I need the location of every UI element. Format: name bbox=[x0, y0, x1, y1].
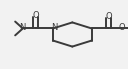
Text: O: O bbox=[106, 12, 112, 21]
Text: O: O bbox=[32, 11, 39, 20]
Text: N: N bbox=[19, 23, 25, 32]
Text: O: O bbox=[119, 23, 125, 32]
Text: N: N bbox=[51, 23, 57, 32]
